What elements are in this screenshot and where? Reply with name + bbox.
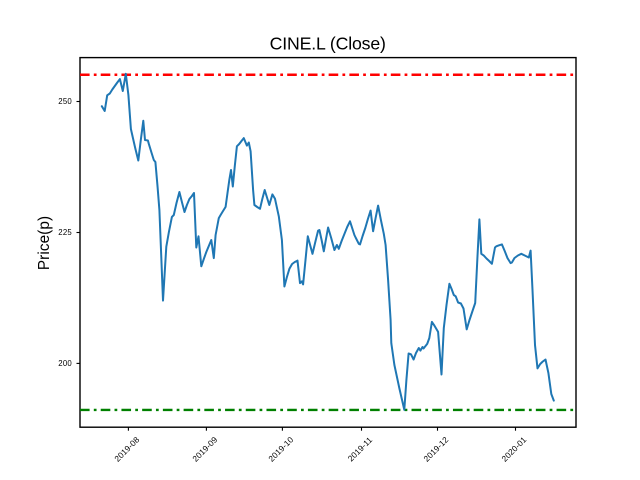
svg-text:200: 200	[58, 359, 72, 368]
svg-text:Price(p): Price(p)	[36, 216, 53, 270]
svg-text:250: 250	[58, 97, 72, 106]
svg-text:225: 225	[58, 228, 72, 237]
svg-text:CINE.L (Close): CINE.L (Close)	[270, 34, 386, 54]
